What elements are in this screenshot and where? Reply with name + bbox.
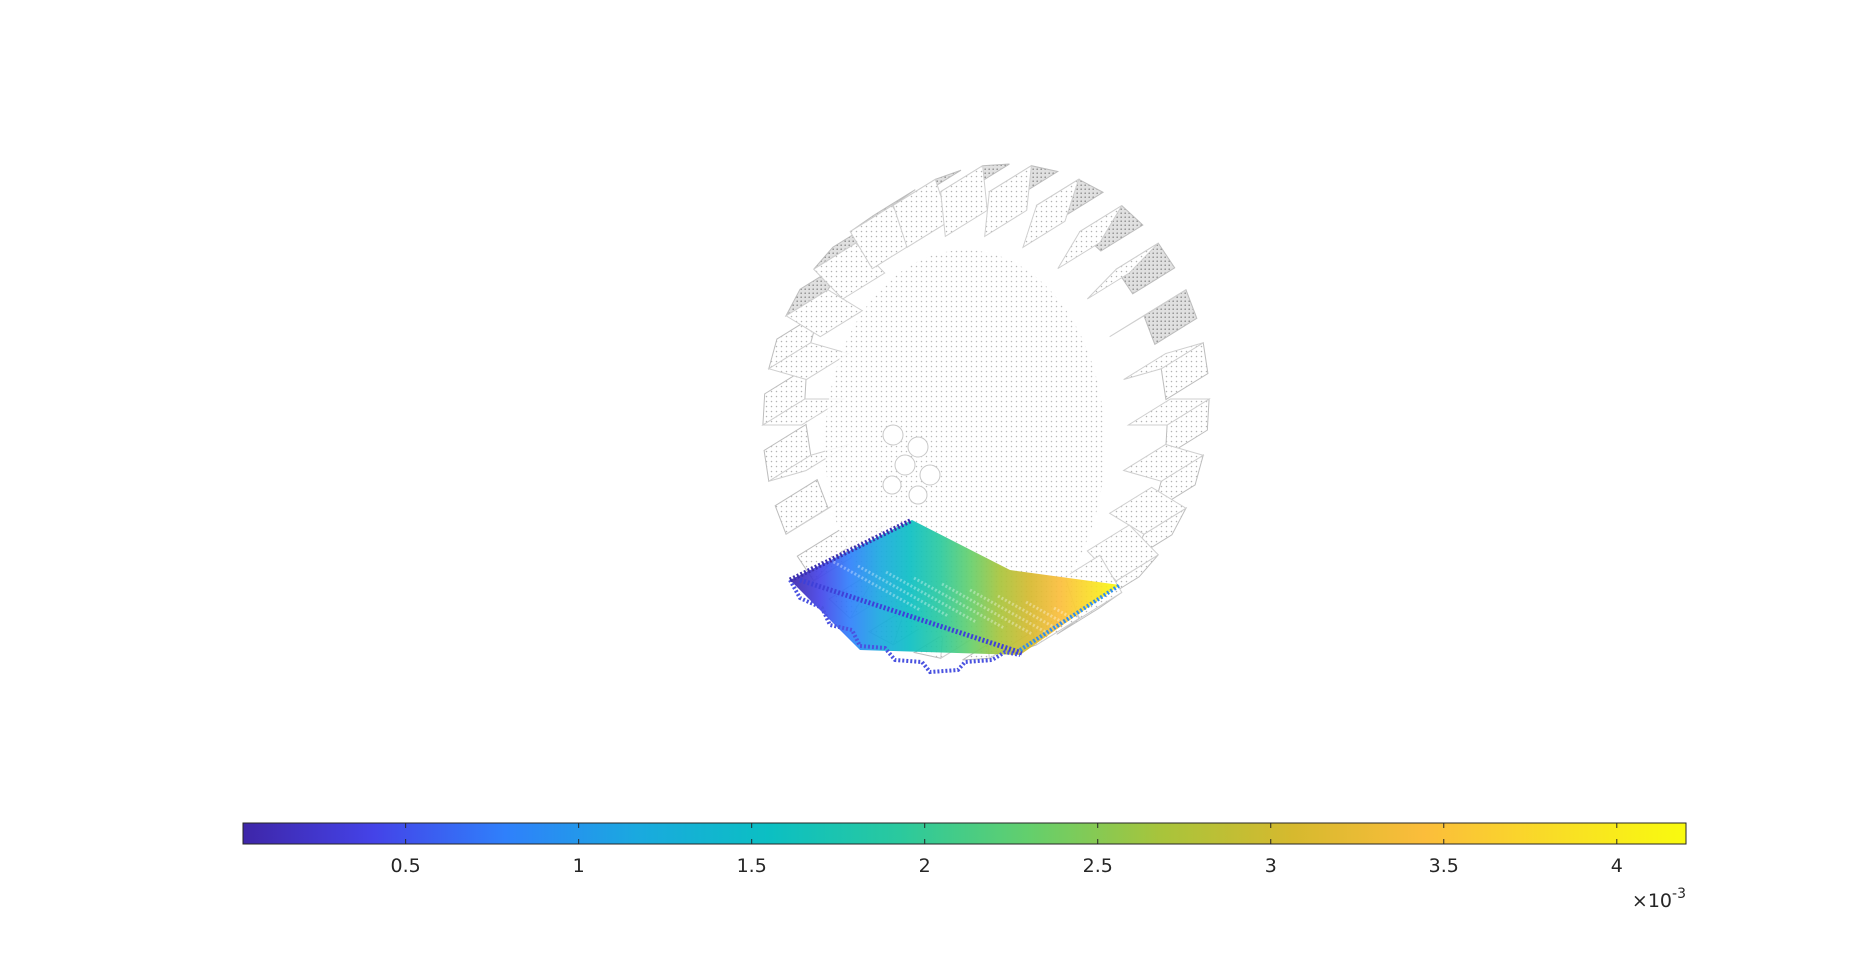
stator-tooth-side: [1109, 289, 1187, 338]
bore-holes: [882, 424, 941, 505]
stator-tooth-side: [940, 164, 988, 238]
colored-strip-edge: [799, 577, 1023, 656]
colorbar-ticks: 0.5 1 1.5 2 2.5 3 3.5 4: [391, 823, 1623, 877]
colorbar-tick-label: 4: [1611, 855, 1623, 877]
colored-displacement-region: [788, 517, 1122, 675]
stator-tooth-side: [892, 178, 950, 249]
colored-strip-ridge: [913, 576, 1005, 630]
colorbar-tick-label: 2: [919, 855, 931, 877]
colorbar-tick-label: 2.5: [1083, 855, 1113, 877]
stator-tooth: [1143, 289, 1198, 346]
stator-tooth-side: [1086, 242, 1159, 300]
stator-tooth-side: [1022, 178, 1080, 249]
colored-strip-ridge: [885, 570, 977, 624]
colorbar: 0.5 1 1.5 2 2.5 3 3.5 4 ×10-3: [242, 822, 1687, 912]
hole: [907, 436, 929, 458]
colored-strip-ridge: [969, 588, 1061, 642]
colorbar-tick-label: 3.5: [1429, 855, 1459, 877]
colored-strip-face: [790, 520, 1120, 655]
colorbar-exponent: ×10-3: [1632, 886, 1686, 912]
stator-tooth-side: [767, 342, 850, 381]
colorbar-exponent-power: -3: [1672, 886, 1686, 902]
colorbar-tick-label: 3: [1265, 855, 1277, 877]
colored-strip-edge: [788, 517, 914, 583]
stator-tooth-side: [1126, 398, 1211, 426]
stator-tooth-side: [1123, 342, 1204, 381]
hole: [882, 475, 902, 495]
colored-strip-ridge: [857, 564, 949, 618]
colorbar-tick-label: 1: [573, 855, 585, 877]
hole: [908, 485, 928, 505]
stator-tooth-side: [785, 289, 864, 338]
colorbar-exponent-base: ×10: [1632, 890, 1672, 912]
stator-point-cloud: [761, 163, 1211, 675]
colored-strip-teeth-edge: [788, 579, 1021, 675]
stator-tooth: [774, 478, 829, 535]
colorbar-gradient-bar: [242, 822, 1687, 845]
hole: [894, 454, 916, 476]
stator-tooth-side: [1108, 486, 1187, 535]
stator-tooth-side: [1057, 205, 1123, 270]
colorbar-tick-label: 0.5: [391, 855, 421, 877]
colored-strip-ridge: [829, 558, 921, 612]
hole: [882, 424, 904, 446]
stator-tooth-side: [984, 164, 1032, 238]
colorbar-tick-label: 1.5: [737, 855, 767, 877]
hole: [919, 464, 941, 486]
stator-tooth-side: [1122, 443, 1205, 482]
colored-strip-ridge: [1053, 606, 1120, 655]
colored-strip-ridge: [941, 582, 1033, 636]
